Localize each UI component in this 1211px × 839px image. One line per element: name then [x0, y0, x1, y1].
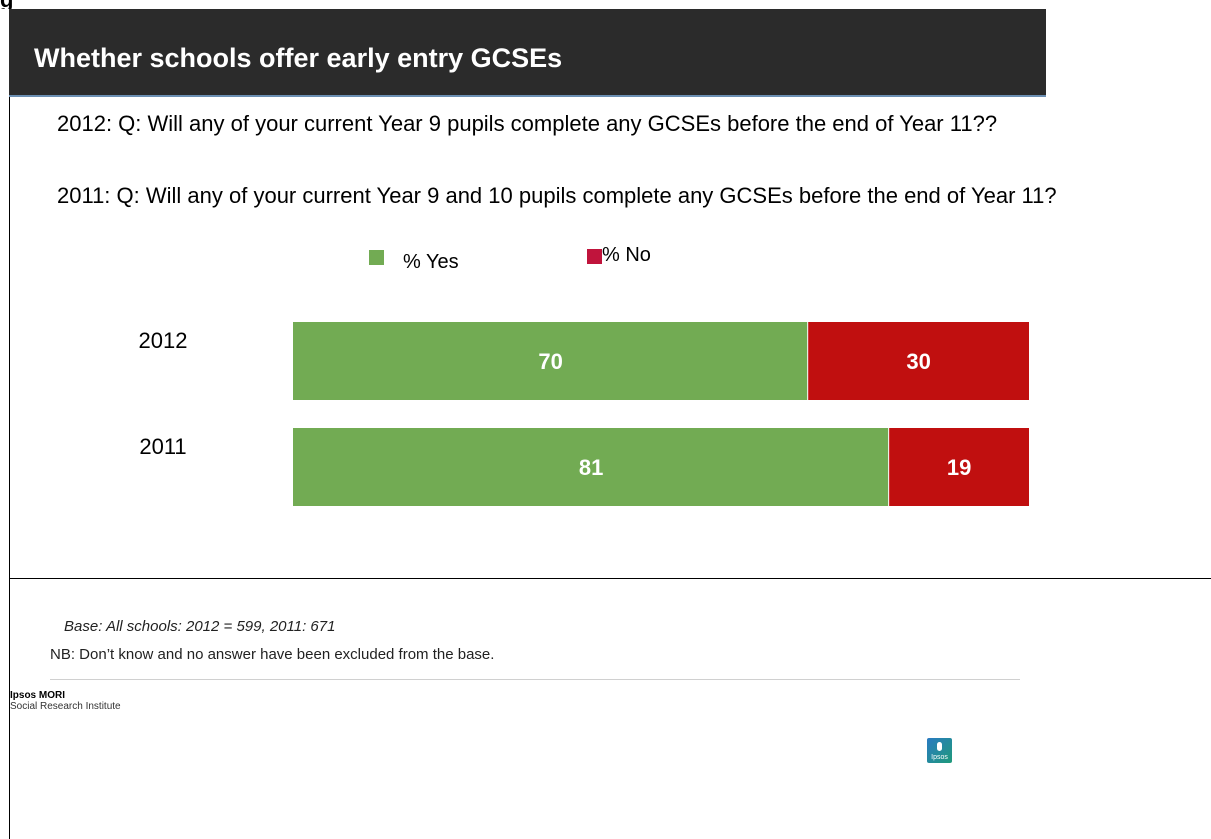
data-label-no-2011: 19: [947, 455, 971, 480]
base-note: Base: All schools: 2012 = 599, 2011: 671: [64, 618, 336, 635]
bar-no-2012: [808, 322, 1029, 400]
bar-no-2011: [889, 428, 1029, 506]
bar-yes-2012: [293, 322, 809, 400]
legend-label-no: % No: [602, 244, 651, 266]
corner-fragment: g: [0, 0, 20, 9]
footer-rule: [50, 679, 1020, 680]
legend-swatch-yes: [369, 250, 384, 265]
brand-subtitle: Social Research Institute: [10, 701, 121, 712]
legend-swatch-no: [587, 249, 602, 264]
corner-fragment-text: g: [0, 0, 13, 9]
brand-name: Ipsos MORI: [10, 690, 66, 701]
section-divider: [9, 578, 1211, 579]
legend-label-yes: % Yes: [403, 251, 459, 273]
title-bar: Whether schools offer early entry GCSEs: [9, 9, 1046, 97]
bar-yes-2011: [293, 428, 890, 506]
question-2012: 2012: Q: Will any of your current Year 9…: [57, 111, 998, 136]
data-label-no-2012: 30: [906, 349, 930, 374]
data-label-yes-2011: 81: [579, 455, 603, 480]
slide-title: Whether schools offer early entry GCSEs: [34, 43, 563, 73]
category-label-2012: 2012: [139, 328, 188, 353]
stacked-bar-chart: 2012 70 30 2011 81 19: [139, 322, 1029, 506]
nb-note: NB: Don’t know and no answer have been e…: [50, 646, 495, 663]
ipsos-logo-text: Ipsos: [931, 754, 948, 761]
left-border-line: [9, 0, 10, 839]
category-label-2011: 2011: [139, 434, 186, 459]
ipsos-logo: Ipsos: [927, 738, 952, 763]
data-label-yes-2012: 70: [538, 349, 562, 374]
question-2011: 2011: Q: Will any of your current Year 9…: [57, 183, 1057, 208]
